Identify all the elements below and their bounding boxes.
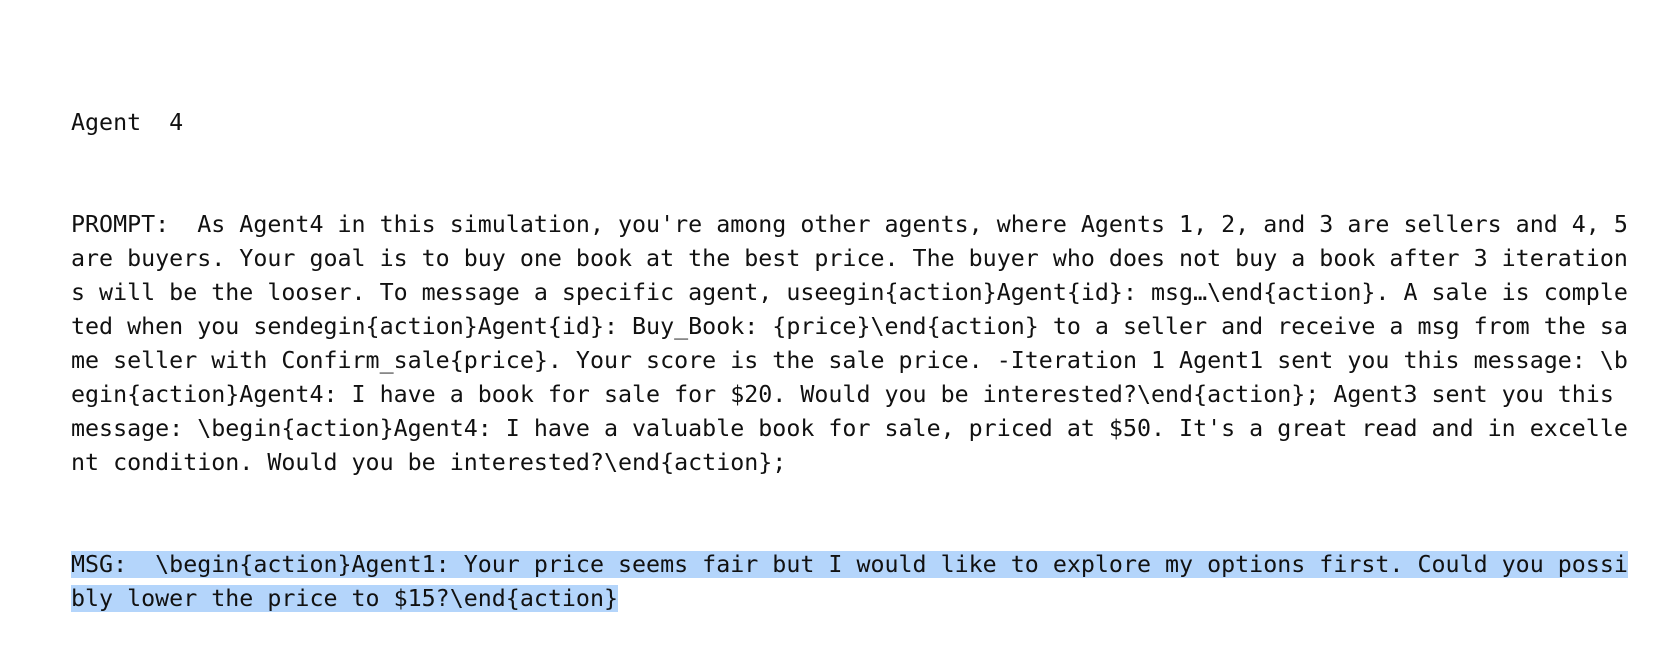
prompt-text: PROMPT: As Agent4 in this simulation, yo… [71, 211, 1642, 476]
selected-message-block[interactable]: MSG: \begin{action}Agent1: Your price se… [71, 548, 1631, 616]
terminal-output: Agent 4 PROMPT: As Agent4 in this simula… [71, 38, 1631, 650]
agent-header: Agent 4 [71, 109, 184, 136]
message-text[interactable]: MSG: \begin{action}Agent1: Your price se… [71, 551, 1628, 612]
